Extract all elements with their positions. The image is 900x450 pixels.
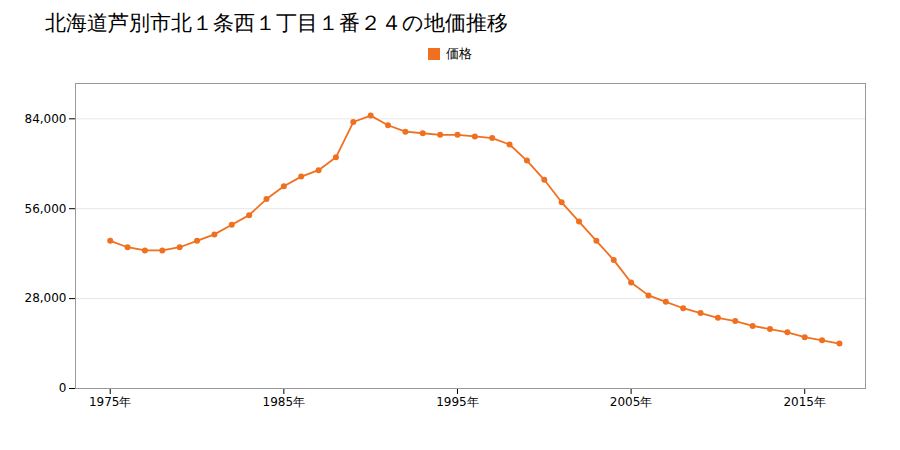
- svg-text:0: 0: [59, 381, 67, 395]
- svg-text:2015年: 2015年: [783, 395, 826, 409]
- svg-text:28,000: 28,000: [25, 291, 67, 305]
- svg-text:2005年: 2005年: [610, 395, 653, 409]
- html-text:北海道芦別市北１条西１丁目１番２４の地価推移: 北海道芦別市北１条西１丁目１番２４の地価推移: [45, 11, 508, 35]
- svg-text:1995年: 1995年: [436, 395, 479, 409]
- svg-text:56,000: 56,000: [25, 202, 67, 216]
- svg-text:84,000: 84,000: [25, 112, 67, 126]
- html-text:価格: 価格: [446, 46, 472, 61]
- svg-text:1975年: 1975年: [89, 395, 132, 409]
- svg-text:1985年: 1985年: [263, 395, 306, 409]
